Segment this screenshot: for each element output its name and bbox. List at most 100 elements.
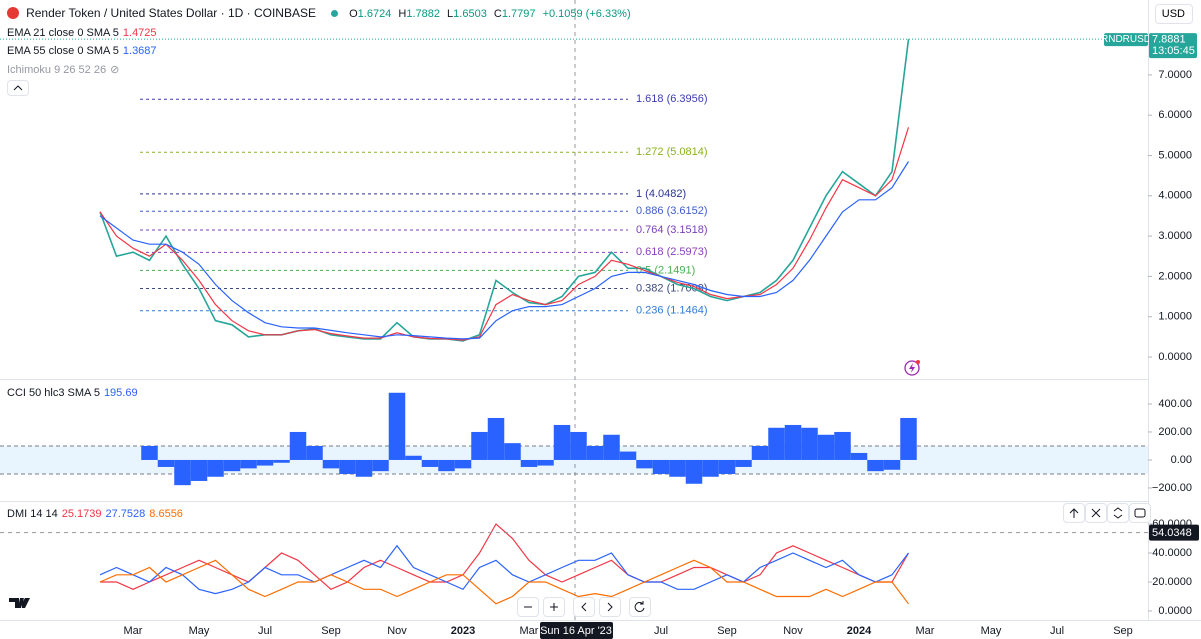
y-tick-label: −200.00 bbox=[1152, 482, 1192, 494]
y-tick-label: 1.0000 bbox=[1158, 311, 1192, 323]
bar bbox=[867, 459, 884, 472]
ohlc-label: L bbox=[447, 8, 454, 20]
indicator-name: Ichimoku 9 26 52 26 bbox=[7, 64, 107, 76]
y-tick-label: 200.00 bbox=[1158, 426, 1192, 438]
y-tick-label: 5.0000 bbox=[1158, 149, 1192, 161]
x-tick-label: May bbox=[981, 625, 1002, 637]
indicator-value: 1.3687 bbox=[122, 45, 157, 57]
bar bbox=[702, 459, 719, 477]
indicator-legend[interactable]: Ichimoku 9 26 52 26 ⊘ bbox=[7, 63, 123, 76]
bar bbox=[817, 434, 835, 460]
indicator-value: 1.4725 bbox=[122, 27, 157, 39]
bar bbox=[735, 459, 752, 467]
y-tick-label: 3.0000 bbox=[1158, 230, 1192, 242]
symbol-logo bbox=[7, 7, 19, 19]
x-tick-label: Sep bbox=[1113, 625, 1133, 637]
x-tick-label: Nov bbox=[783, 625, 803, 637]
icon bbox=[607, 602, 613, 612]
indicator-legend[interactable]: EMA 21 close 0 SMA 5 1.4725 bbox=[7, 27, 161, 39]
price-change: +0.1059 (+6.33%) bbox=[542, 8, 631, 20]
indicator-value: 195.69 bbox=[103, 387, 138, 399]
move-up-button[interactable] bbox=[1063, 503, 1085, 523]
bar bbox=[190, 459, 208, 481]
bar bbox=[586, 445, 604, 460]
x-tick-label: 2023 bbox=[451, 625, 475, 637]
symbol-tag bbox=[1104, 33, 1148, 47]
crosshair-value-box bbox=[1149, 524, 1199, 541]
indicator-name: DMI 14 14 bbox=[7, 508, 58, 520]
lightning-icon bbox=[904, 360, 920, 376]
crosshair-date: Sun 16 Apr '23 bbox=[540, 625, 612, 637]
scroll-left-button[interactable] bbox=[573, 597, 595, 617]
ohlc-value: 1.6724 bbox=[357, 8, 392, 20]
y-tick-label: 40.0000 bbox=[1152, 547, 1192, 559]
bar bbox=[685, 459, 703, 484]
bar bbox=[322, 459, 340, 469]
x-tick-label: Mar bbox=[916, 625, 935, 637]
bar bbox=[289, 431, 307, 460]
icon bbox=[524, 606, 532, 608]
bar bbox=[834, 431, 851, 460]
ohlc-value: 1.7882 bbox=[406, 8, 440, 20]
indicator-line bbox=[100, 523, 910, 591]
indicator-legend[interactable]: EMA 55 close 0 SMA 5 1.3687 bbox=[7, 45, 161, 57]
collapse-button[interactable] bbox=[1107, 503, 1129, 523]
countdown: 13:05:45 bbox=[1152, 45, 1195, 57]
crosshair-date-box bbox=[540, 622, 613, 639]
y-tick-label: 2.0000 bbox=[1158, 270, 1192, 282]
y-tick-label: 6.0000 bbox=[1158, 109, 1192, 121]
y-tick-label: 400.00 bbox=[1158, 398, 1192, 410]
fib-label: 0.764 (3.1518) bbox=[636, 224, 708, 236]
icon bbox=[581, 602, 587, 612]
indicator-line bbox=[99, 161, 910, 340]
y-tick-label: 7.0000 bbox=[1158, 69, 1192, 81]
zoom-out-button[interactable] bbox=[517, 597, 539, 617]
x-tick-label: May bbox=[189, 625, 210, 637]
bar bbox=[784, 424, 802, 460]
scroll-right-button[interactable] bbox=[599, 597, 621, 617]
y-tick-label: 4.0000 bbox=[1158, 190, 1192, 202]
dmi-legend[interactable]: DMI 14 14 25.1739 27.7528 8.6556 bbox=[7, 508, 187, 520]
bar bbox=[207, 459, 224, 477]
ohlc-label: H bbox=[398, 8, 407, 20]
indicator-name: EMA 55 close 0 SMA 5 bbox=[7, 45, 119, 57]
maximize-button[interactable] bbox=[1129, 503, 1151, 523]
fib-label: 1.272 (5.0814) bbox=[636, 146, 708, 158]
bar bbox=[553, 424, 571, 460]
x-tick-label: Jul bbox=[654, 625, 668, 637]
fib-label: 0.886 (3.6152) bbox=[636, 205, 708, 217]
bar bbox=[339, 459, 356, 474]
icon bbox=[1091, 508, 1101, 518]
currency-button[interactable]: USD bbox=[1154, 4, 1193, 24]
price-line bbox=[99, 39, 910, 342]
x-tick-label: Jul bbox=[258, 625, 272, 637]
icon bbox=[13, 85, 23, 91]
zoom-in-button[interactable] bbox=[543, 597, 565, 617]
x-tick-label: Sep bbox=[717, 625, 737, 637]
indicator-name: CCI 50 hlc3 SMA 5 bbox=[7, 387, 100, 399]
bar bbox=[570, 431, 587, 460]
bar bbox=[900, 417, 917, 460]
ohlc-label: C bbox=[493, 8, 502, 20]
bar bbox=[223, 459, 241, 472]
cci-legend[interactable]: CCI 50 hlc3 SMA 5 195.69 bbox=[7, 387, 142, 399]
bar bbox=[850, 452, 868, 460]
market-status bbox=[331, 10, 339, 17]
ohlc-value: 1.7797 bbox=[501, 8, 536, 20]
ohlc-label: O bbox=[349, 8, 358, 20]
reset-button[interactable] bbox=[629, 597, 651, 617]
tv-logo bbox=[9, 598, 30, 608]
fib-label: 1 (4.0482) bbox=[636, 188, 686, 200]
bar bbox=[883, 459, 901, 470]
indicator-value: 27.7528 bbox=[105, 508, 146, 520]
hidden-eye-icon[interactable]: ⊘ bbox=[110, 64, 120, 76]
bar bbox=[454, 459, 472, 469]
indicator-line bbox=[99, 127, 910, 341]
bar bbox=[636, 459, 653, 469]
remove-button[interactable] bbox=[1085, 503, 1107, 523]
price-tag bbox=[1149, 33, 1197, 59]
x-tick-label: Mar bbox=[520, 625, 539, 637]
bar bbox=[388, 392, 406, 460]
collapse-legend-button[interactable] bbox=[7, 80, 29, 96]
